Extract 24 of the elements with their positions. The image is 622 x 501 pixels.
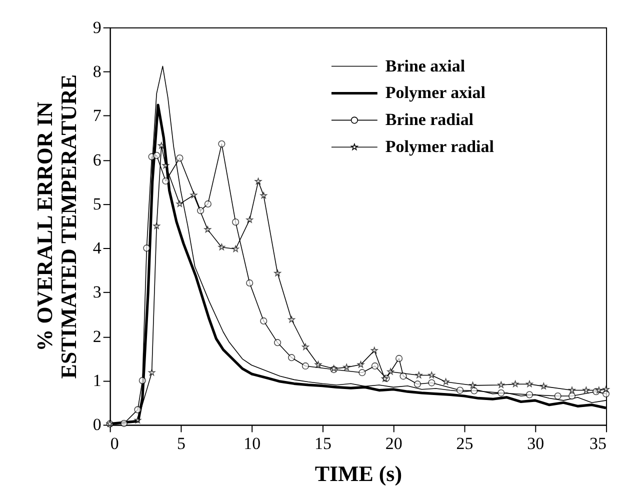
y-tick-label: 9	[92, 18, 102, 37]
legend-label: Brine radial	[385, 110, 474, 130]
y-tick-label: 1	[92, 371, 102, 390]
y-tick-label: 5	[92, 194, 102, 214]
y-tick-label: 0	[92, 415, 102, 434]
legend-label: Polymer axial	[385, 83, 486, 102]
x-tick-label: 35	[590, 434, 607, 454]
x-axis-title: TIME (s)	[314, 461, 402, 486]
x-tick-label: 10	[244, 434, 261, 454]
y-tick-label: 3	[92, 282, 102, 302]
x-tick-label: 20	[385, 434, 402, 454]
y-tick-label: 2	[92, 326, 102, 346]
legend-label: Brine axial	[385, 56, 466, 76]
y-tick-label: 6	[92, 150, 102, 170]
x-tick-label: 25	[456, 434, 474, 454]
y-tick-label: 7	[92, 106, 102, 126]
x-tick-label: 30	[527, 434, 544, 454]
y-tick-label: 8	[92, 62, 102, 81]
x-tick-label: 5	[176, 434, 186, 454]
x-tick-label: 15	[314, 434, 332, 454]
y-axis-title: % OVERALL ERROR IN ESTIMATED TEMPERATURE	[32, 74, 81, 379]
x-tick-label: 0	[110, 434, 119, 454]
y-tick-label: 4	[92, 238, 102, 258]
legend-label: Polymer radial	[385, 137, 494, 156]
